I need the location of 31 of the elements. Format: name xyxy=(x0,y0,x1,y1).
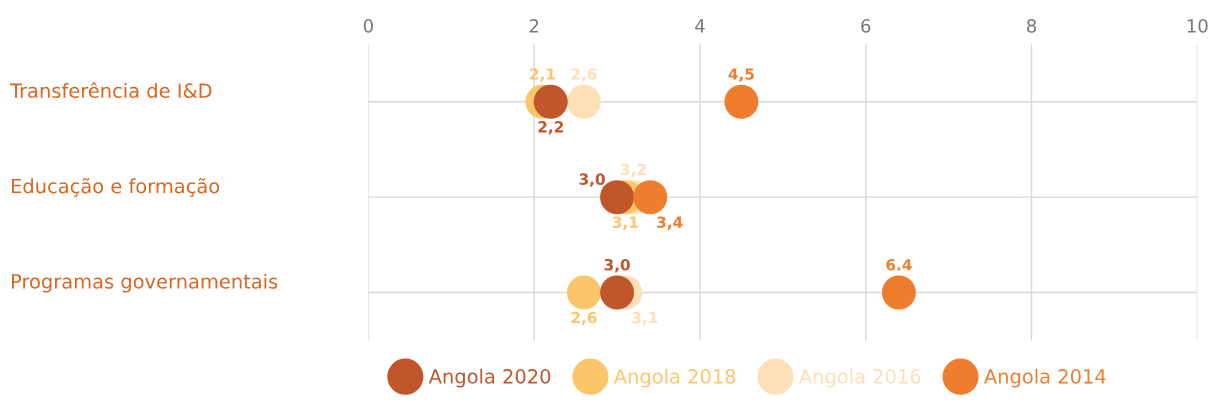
legend-label: Angola 2020 xyxy=(428,368,551,388)
x2-tick-label: 8 xyxy=(1027,19,1037,33)
data-label: 3,0 xyxy=(579,173,605,187)
legend-label: Angola 2018 xyxy=(613,368,736,388)
data-label: 3,1 xyxy=(632,311,658,326)
data-label: 3,2 xyxy=(621,163,646,178)
data-label: 2,6 xyxy=(571,311,597,326)
data-label: 2,2 xyxy=(538,121,563,135)
legend-label: Angola 2016 xyxy=(798,368,921,388)
data-label: 3,0 xyxy=(604,259,630,273)
data-label: 2,1 xyxy=(530,68,555,82)
point xyxy=(566,84,601,119)
x2-tick-label: 6 xyxy=(861,19,871,33)
point xyxy=(533,84,568,119)
legend-label: Angola 2014 xyxy=(984,368,1106,388)
x2-tick-label: 0 xyxy=(363,19,373,33)
point xyxy=(566,275,601,310)
y-tick-label: Educação e formação xyxy=(11,177,220,197)
point xyxy=(724,84,759,119)
x2-tick-label: 4 xyxy=(695,19,705,33)
point xyxy=(881,275,916,310)
point xyxy=(600,275,635,310)
y-tick-label: Programas governamentais xyxy=(11,273,278,293)
data-label: 2,6 xyxy=(571,68,597,82)
data-label: 6.4 xyxy=(886,259,912,271)
x2-tick-label: 10 xyxy=(1187,19,1208,33)
x2-tick-label: 2 xyxy=(529,19,539,33)
data-label: 4,5 xyxy=(728,68,754,82)
data-label: 3,1 xyxy=(612,216,638,230)
y-tick-label: Transferência de I&D xyxy=(10,82,212,99)
data-label: 3,4 xyxy=(657,216,683,230)
